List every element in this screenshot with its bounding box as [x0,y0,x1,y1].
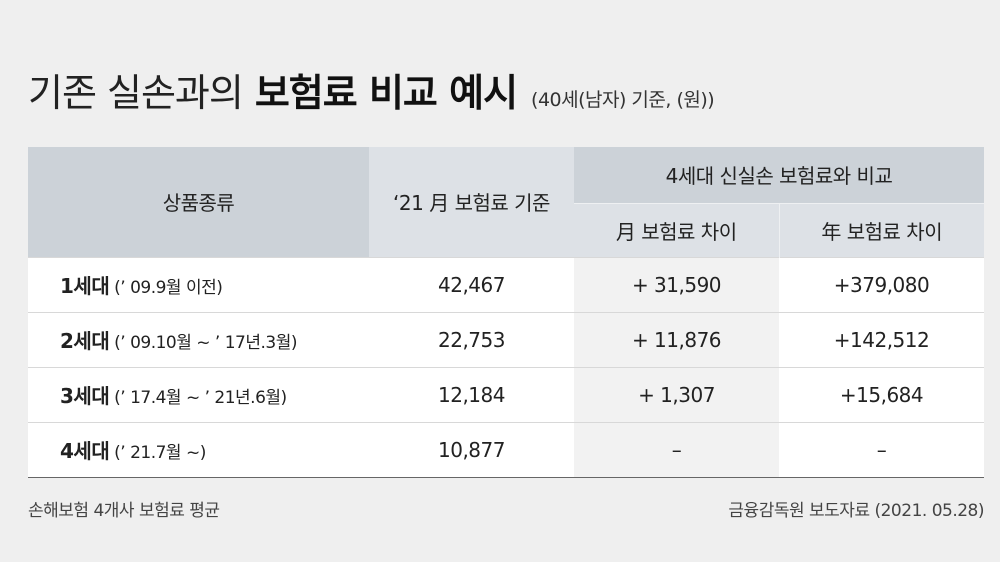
period: (’ 17.4월 ~ ’ 21년.6월) [109,388,287,408]
base-premium: 22,753 [369,311,574,367]
row-label: 4세대 (’ 21.7월 ~) [28,421,369,478]
table-row: 2세대 (’ 09.10월 ~ ’ 17년.3월) 22,753 + 11,87… [28,311,985,367]
header-product: 상품종류 [28,147,369,257]
header-base: ‘21 月 보험료 기준 [369,147,574,257]
yearly-diff: +15,684 [779,366,985,422]
comparison-table: 상품종류 ‘21 月 보험료 기준 4세대 신실손 보험료와 비교 月 보험료 … [28,147,985,478]
monthly-diff: + 1,307 [574,366,779,422]
header-yearly-diff: 年 보험료 차이 [779,203,985,257]
yearly-diff: +142,512 [779,311,985,367]
row-label: 2세대 (’ 09.10월 ~ ’ 17년.3월) [28,311,369,367]
period: (’ 09.10월 ~ ’ 17년.3월) [109,333,297,353]
base-premium: 12,184 [369,366,574,422]
generation: 1세대 [60,274,110,298]
base-premium: 42,467 [369,256,574,312]
header-monthly-diff: 月 보험료 차이 [574,203,780,257]
row-label: 1세대 (’ 09.9월 이전) [28,256,369,312]
monthly-diff: + 11,876 [574,311,779,367]
table-row: 1세대 (’ 09.9월 이전) 42,467 + 31,590 +379,08… [28,256,985,312]
yearly-diff: – [779,421,985,478]
table-row: 4세대 (’ 21.7월 ~) 10,877 – – [28,421,985,478]
title-note: (40세(남자) 기준, (원)) [531,89,715,111]
title-light: 기존 실손과의 [28,71,244,115]
row-label: 3세대 (’ 17.4월 ~ ’ 21년.6월) [28,366,369,422]
generation: 3세대 [60,384,110,408]
table-row: 3세대 (’ 17.4월 ~ ’ 21년.6월) 12,184 + 1,307 … [28,366,985,422]
header-compare-group: 4세대 신실손 보험료와 비교 [574,147,985,204]
generation: 4세대 [60,439,110,463]
period: (’ 09.9월 이전) [109,278,223,298]
yearly-diff: +379,080 [779,256,985,312]
monthly-diff: – [574,421,779,478]
title-bold: 보험료 비교 예시 [254,71,518,115]
period: (’ 21.7월 ~) [109,443,206,463]
generation: 2세대 [60,329,110,353]
footer-source-note: 손해보험 4개사 보험료 평균 [28,501,220,521]
page-title: 기존 실손과의 보험료 비교 예시 (40세(남자) 기준, (원)) [28,62,715,122]
base-premium: 10,877 [369,421,574,478]
footer-citation: 금융감독원 보도자료 (2021. 05.28) [728,501,984,521]
monthly-diff: + 31,590 [574,256,779,312]
